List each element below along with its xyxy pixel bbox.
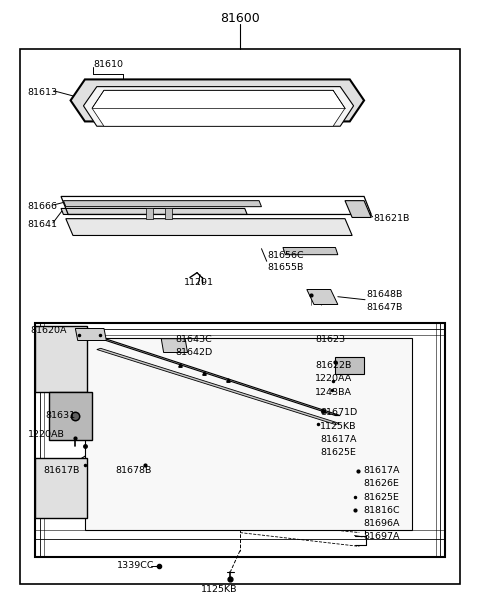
Text: 81643C: 81643C xyxy=(176,335,212,344)
Text: 81623: 81623 xyxy=(315,335,346,344)
Text: 81617B: 81617B xyxy=(43,466,80,475)
Text: 81671D: 81671D xyxy=(320,408,358,417)
Text: 81617A: 81617A xyxy=(320,435,357,444)
Text: 81613: 81613 xyxy=(28,88,58,97)
Polygon shape xyxy=(84,87,354,126)
Text: 81678B: 81678B xyxy=(115,466,151,475)
Text: 81631: 81631 xyxy=(46,411,76,420)
Text: 81697A: 81697A xyxy=(363,532,400,541)
Text: 81610: 81610 xyxy=(94,60,123,69)
Text: 11291: 11291 xyxy=(184,278,214,287)
Polygon shape xyxy=(161,339,188,353)
Text: 81625E: 81625E xyxy=(363,493,399,502)
Polygon shape xyxy=(336,357,364,373)
Polygon shape xyxy=(63,201,262,207)
Polygon shape xyxy=(145,209,153,219)
Text: 81625E: 81625E xyxy=(320,448,356,457)
Polygon shape xyxy=(97,338,340,415)
Polygon shape xyxy=(61,209,247,215)
Polygon shape xyxy=(345,201,371,218)
Polygon shape xyxy=(85,338,412,529)
Text: 1339CC: 1339CC xyxy=(117,561,155,570)
Text: 81696A: 81696A xyxy=(363,519,400,528)
Polygon shape xyxy=(165,209,172,219)
Text: 81600: 81600 xyxy=(220,11,260,25)
Text: 81655B: 81655B xyxy=(268,264,304,273)
Polygon shape xyxy=(97,349,339,425)
Text: 81666: 81666 xyxy=(28,201,58,210)
Text: 81648B: 81648B xyxy=(366,291,403,300)
Polygon shape xyxy=(92,90,345,126)
Text: 81642D: 81642D xyxy=(176,348,213,357)
Polygon shape xyxy=(35,323,445,557)
Text: 81656C: 81656C xyxy=(268,251,304,260)
Bar xyxy=(21,49,459,584)
Polygon shape xyxy=(49,391,92,440)
Polygon shape xyxy=(66,219,352,236)
Text: 81647B: 81647B xyxy=(366,303,403,312)
Polygon shape xyxy=(71,80,364,121)
Text: 81816C: 81816C xyxy=(363,506,400,515)
Text: 81617A: 81617A xyxy=(363,466,400,475)
Polygon shape xyxy=(75,329,107,341)
Polygon shape xyxy=(307,289,338,305)
Text: 1220AA: 1220AA xyxy=(315,374,353,384)
Polygon shape xyxy=(35,326,87,391)
Text: 81626E: 81626E xyxy=(363,479,399,488)
Text: 81621B: 81621B xyxy=(373,214,410,223)
Text: 1220AB: 1220AB xyxy=(28,431,64,439)
Text: 81620A: 81620A xyxy=(30,326,67,335)
Text: 81641: 81641 xyxy=(28,220,58,229)
Text: 1243BA: 1243BA xyxy=(315,388,352,397)
Text: 1125KB: 1125KB xyxy=(320,422,357,431)
Text: 1125KB: 1125KB xyxy=(201,585,238,594)
Polygon shape xyxy=(35,458,87,517)
Text: 81622B: 81622B xyxy=(315,361,352,370)
Polygon shape xyxy=(283,247,338,254)
